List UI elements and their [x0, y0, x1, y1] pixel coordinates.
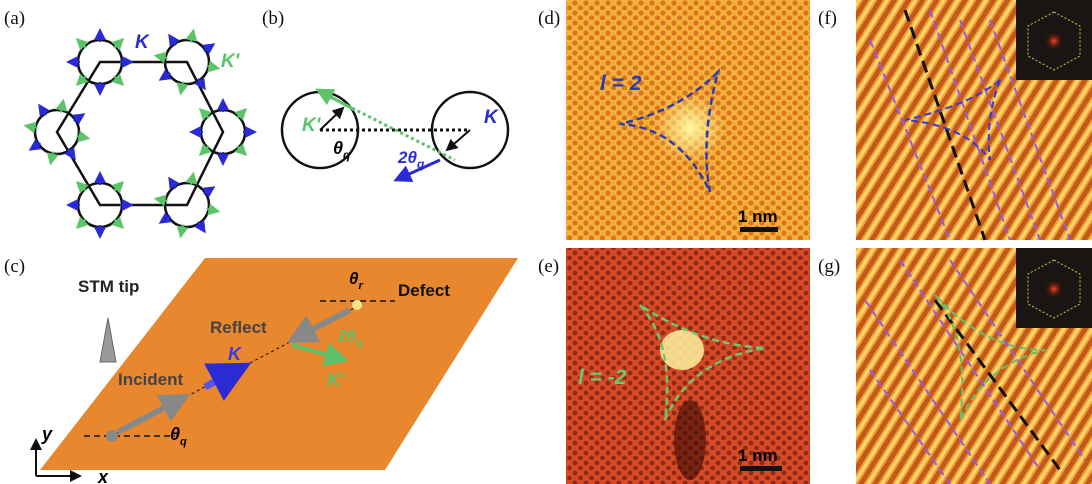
- spin-arrow: [77, 39, 85, 47]
- spin-arrow: [114, 219, 122, 227]
- spin-arrow: [114, 39, 122, 47]
- scale-bar: [740, 466, 782, 471]
- k-label: K: [228, 344, 243, 364]
- panel-label: (d): [538, 8, 560, 29]
- panel-label: (g): [818, 256, 840, 277]
- arrow: [318, 90, 355, 110]
- defect: [352, 300, 362, 310]
- k-prime-label: K': [302, 115, 322, 136]
- defect-glow: [660, 330, 704, 370]
- scale-bar: [740, 227, 778, 232]
- two-theta-label: 2θq: [397, 148, 425, 171]
- figure: (a) K K' (b) K' K θq 2θq (c) STM tip Inc…: [0, 0, 1092, 484]
- tip-label: STM tip: [78, 277, 139, 296]
- defect-label: Defect: [398, 281, 450, 300]
- spin-arrow: [200, 146, 208, 154]
- scale-label: 1 nm: [738, 207, 778, 226]
- defect-glow: [655, 93, 725, 163]
- fft-center: [1044, 31, 1064, 51]
- index-label: l = 2: [600, 72, 642, 95]
- hexagon: [57, 62, 223, 205]
- stm-tip: [100, 318, 116, 362]
- theta-label: θq: [333, 138, 351, 162]
- fft-center: [1044, 279, 1064, 299]
- incident-label: Incident: [118, 370, 184, 389]
- scale-label: 1 nm: [738, 446, 778, 465]
- k-label: K: [484, 107, 499, 128]
- k-prime-label: K': [221, 51, 241, 72]
- reflect-label: Reflect: [210, 318, 267, 337]
- panel-label: (f): [818, 8, 837, 29]
- spin-arrow: [114, 76, 122, 84]
- shadow: [674, 400, 706, 480]
- tip-spot: [106, 430, 118, 442]
- spin-arrow: [114, 182, 122, 190]
- spin-arrow: [77, 219, 85, 227]
- y-axis-label: y: [41, 424, 53, 444]
- panel-label: (c): [4, 256, 25, 277]
- index-label: l = -2: [578, 366, 627, 389]
- panel-label: (b): [262, 8, 284, 29]
- spin-arrow: [77, 76, 85, 84]
- spin-arrow: [200, 109, 208, 117]
- arrow: [320, 108, 343, 130]
- arrow: [447, 130, 470, 150]
- x-axis-label: x: [97, 467, 109, 484]
- k-label: K: [135, 32, 150, 53]
- panel-label: (e): [538, 256, 559, 277]
- spin-arrow: [237, 109, 245, 117]
- spin-arrow: [237, 146, 245, 154]
- panel-label: (a): [4, 8, 25, 29]
- k-prime-label: K': [327, 370, 345, 390]
- spin-arrow: [77, 182, 85, 190]
